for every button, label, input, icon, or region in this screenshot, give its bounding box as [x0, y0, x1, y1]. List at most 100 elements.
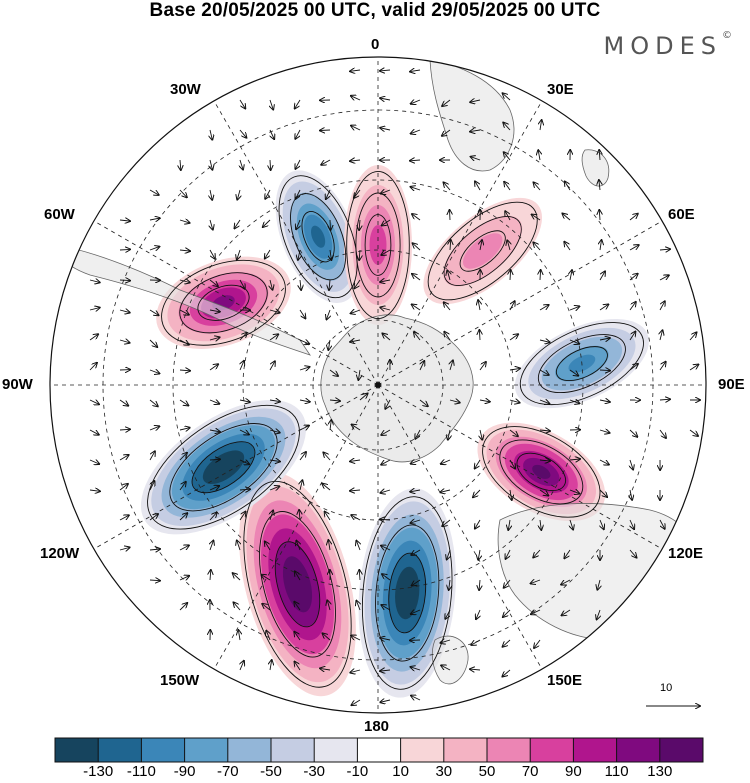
wind-arrow	[659, 399, 670, 400]
colorbar-tick-label: 110	[604, 763, 629, 780]
wind-arrow	[569, 306, 579, 310]
wind-arrow	[380, 70, 391, 71]
wind-arrow	[599, 150, 600, 161]
wind-arrow	[629, 274, 638, 281]
wind-arrow	[179, 453, 187, 461]
wind-arrow	[599, 180, 600, 191]
wind-arrow	[597, 579, 600, 590]
wind-arrow	[295, 571, 301, 581]
wind-arrow	[269, 334, 278, 341]
wind-arrow	[599, 459, 609, 465]
streamline	[361, 496, 453, 690]
wind-arrow	[539, 489, 548, 496]
wind-arrow	[209, 279, 218, 286]
wind-arrow	[296, 541, 300, 551]
wind-arrow	[630, 489, 632, 500]
wind-arrow	[210, 189, 212, 200]
wind-arrow	[179, 603, 187, 611]
wind-arrow	[179, 189, 187, 197]
wind-arrow	[564, 549, 571, 558]
wind-arrow	[689, 429, 698, 436]
wind-arrow	[411, 187, 421, 190]
wind-arrow	[89, 400, 99, 404]
wind-arrow	[660, 330, 663, 341]
wind-arrow	[382, 219, 391, 226]
wind-arrow	[510, 489, 512, 500]
wind-arrow	[381, 190, 391, 194]
wind-arrow	[444, 302, 451, 311]
wind-arrow	[239, 279, 245, 289]
wind-arrow	[359, 570, 360, 581]
wind-arrow	[295, 129, 301, 139]
lon-label-120e: 120E	[668, 545, 704, 562]
wind-arrow	[420, 361, 424, 371]
wind-arrow	[119, 310, 130, 313]
wind-arrow	[448, 429, 450, 440]
wind-arrow	[89, 334, 98, 341]
wind-arrow	[150, 481, 155, 491]
wind-arrow	[269, 460, 280, 462]
wind-arrow	[659, 362, 666, 371]
colorbar-tick-label: -110	[126, 763, 156, 780]
streamline	[197, 284, 250, 321]
streamline	[179, 272, 268, 334]
wind-arrow	[240, 361, 244, 371]
wind-arrow	[351, 310, 361, 313]
africa	[429, 59, 515, 172]
lon-label-60e: 60E	[668, 206, 695, 223]
wind-arrow	[479, 330, 480, 341]
wind-arrow	[210, 129, 212, 140]
wind-arrow	[149, 370, 159, 374]
wind-arrow	[659, 519, 665, 529]
colorbar-swatch	[227, 738, 272, 762]
wind-arrow	[475, 459, 481, 469]
wind-arrow	[180, 159, 181, 170]
wind-arrow	[350, 670, 361, 673]
wind-arrow	[442, 519, 451, 526]
streamline	[537, 334, 626, 394]
colorbar-swatch	[271, 738, 315, 762]
wind-arrow	[539, 460, 550, 461]
wind-arrow	[539, 305, 549, 311]
meridian-line	[377, 220, 663, 386]
wind-arrow	[540, 519, 541, 530]
wind-arrow	[299, 510, 300, 521]
colorbar-swatch	[55, 738, 99, 762]
wind-arrow	[179, 250, 190, 251]
wind-arrow	[503, 639, 511, 647]
wind-arrow	[447, 270, 450, 281]
wind-arrow	[119, 547, 130, 550]
wind-arrow	[689, 365, 698, 371]
wind-arrow	[209, 513, 217, 521]
wind-arrow	[119, 280, 130, 281]
colorbar-tick-label: 50	[478, 763, 496, 780]
wind-arrow	[503, 609, 511, 617]
colorbar-tick-label: 90	[565, 763, 582, 780]
wind-arrow	[569, 340, 579, 344]
wind-arrow	[330, 219, 331, 230]
wind-arrow	[380, 307, 391, 310]
wind-arrow	[479, 579, 480, 590]
wind-arrow	[410, 70, 421, 72]
wind-arrow	[533, 549, 541, 557]
wind-arrow	[89, 363, 97, 371]
wind-arrow	[569, 369, 578, 376]
wind-arrow	[504, 152, 511, 161]
wind-arrow	[480, 429, 482, 440]
wind-arrow	[210, 159, 212, 170]
latitude-circle	[242, 249, 514, 521]
wind-arrow	[442, 129, 451, 136]
wind-arrow	[262, 575, 271, 581]
graticule	[50, 57, 706, 713]
wind-arrow	[441, 460, 451, 464]
lon-label-30e: 30E	[547, 81, 574, 98]
wind-arrow	[352, 425, 361, 431]
wind-arrow	[295, 99, 301, 109]
wind-arrow	[323, 453, 331, 461]
wind-arrow	[629, 302, 636, 311]
streamline	[375, 524, 440, 662]
colorbar-tick-label: -10	[346, 763, 369, 780]
wind-arrow	[475, 519, 481, 529]
wind-arrow	[351, 515, 361, 521]
wind-arrow	[179, 482, 186, 491]
